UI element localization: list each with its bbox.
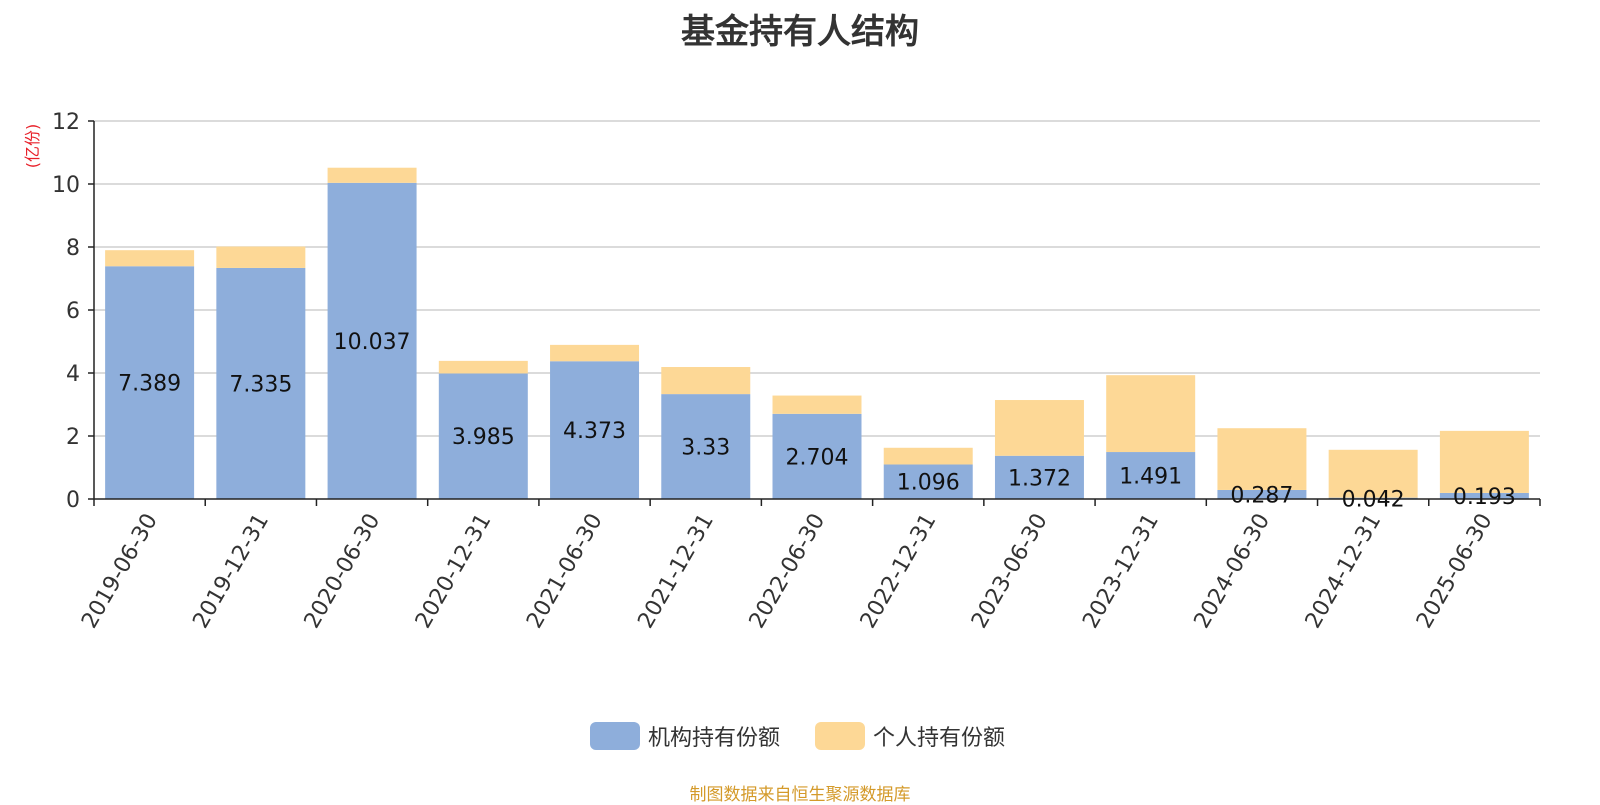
data-label: 3.985 (452, 425, 515, 450)
y-tick-label: 4 (66, 362, 80, 387)
bar-individual (1439, 430, 1529, 493)
bar-individual (550, 344, 640, 362)
x-tick-label: 2022-12-31 (856, 510, 942, 633)
bar-individual (1106, 375, 1196, 453)
bar-individual (1328, 449, 1418, 498)
y-tick-label: 6 (66, 299, 80, 324)
bar-institutional (1217, 489, 1307, 499)
y-tick-label: 8 (66, 236, 80, 261)
data-label: 10.037 (334, 330, 411, 355)
data-label: 2.704 (786, 445, 849, 470)
x-tick-label: 2023-06-30 (967, 510, 1053, 633)
bar-institutional (216, 267, 306, 499)
data-label: 1.096 (897, 471, 960, 496)
x-tick-label: 2020-12-31 (411, 510, 497, 633)
x-tick-label: 2024-06-30 (1190, 510, 1276, 633)
x-tick-label: 2024-12-31 (1301, 510, 1387, 633)
x-tick-label: 2020-06-30 (300, 510, 386, 633)
bar-individual (883, 447, 973, 465)
bar-institutional (994, 455, 1084, 499)
source-note: 制图数据来自恒生聚源数据库 (689, 785, 911, 805)
bar-institutional (327, 182, 417, 499)
x-tick-label: 2023-12-31 (1078, 510, 1164, 633)
bar-individual (216, 246, 306, 268)
legend-label-individual: 个人持有份额 (873, 726, 1005, 751)
bar-layer (105, 167, 1529, 499)
x-tick-label: 2021-06-30 (522, 510, 608, 633)
data-label: 1.372 (1008, 466, 1071, 491)
data-label: 4.373 (563, 419, 626, 444)
y-axis-label: (亿份) (23, 124, 42, 169)
bar-individual (994, 400, 1084, 456)
data-label: 1.491 (1119, 465, 1182, 490)
y-tick-label: 2 (66, 425, 80, 450)
bar-institutional (1106, 452, 1196, 499)
data-label: 0.287 (1230, 483, 1293, 508)
bar-institutional (438, 373, 528, 499)
legend: 机构持有份额 个人持有份额 (590, 722, 1005, 751)
bar-individual (661, 367, 751, 395)
chart-title: 基金持有人结构 (681, 12, 919, 52)
data-label: 7.389 (118, 372, 181, 397)
bar-individual (438, 360, 528, 374)
x-tick-label: 2021-12-31 (633, 510, 719, 633)
bar-individual (1217, 428, 1307, 490)
bar-institutional (105, 266, 195, 499)
grid-layer (94, 120, 1540, 437)
bar-institutional (1439, 492, 1529, 499)
bar-institutional (550, 361, 640, 499)
x-tick-label: 2019-06-30 (77, 510, 163, 633)
y-tick-label: 0 (66, 488, 80, 513)
legend-swatch-institutional (590, 722, 640, 750)
label-layer: 7.389 7.335 10.037 3.985 4.373 3.33 2.704 1.096… (118, 330, 1516, 512)
x-tick-label: 2022-06-30 (745, 510, 831, 633)
bar-individual (327, 167, 417, 183)
bar-institutional (772, 413, 862, 499)
data-label: 7.335 (229, 372, 292, 397)
y-tick-label: 10 (52, 173, 80, 198)
bar-individual (105, 250, 195, 267)
x-tick-label: 2019-12-31 (188, 510, 274, 633)
data-label: 0.193 (1453, 485, 1516, 510)
bar-institutional (661, 394, 751, 499)
legend-label-institutional: 机构持有份额 (648, 726, 780, 751)
bar-individual (772, 395, 862, 414)
y-tick-label: 12 (52, 110, 80, 135)
data-label: 0.042 (1342, 487, 1405, 512)
x-tick-label: 2025-06-30 (1412, 510, 1498, 633)
legend-swatch-individual (815, 722, 865, 750)
bar-institutional (883, 464, 973, 499)
data-label: 3.33 (681, 436, 730, 461)
